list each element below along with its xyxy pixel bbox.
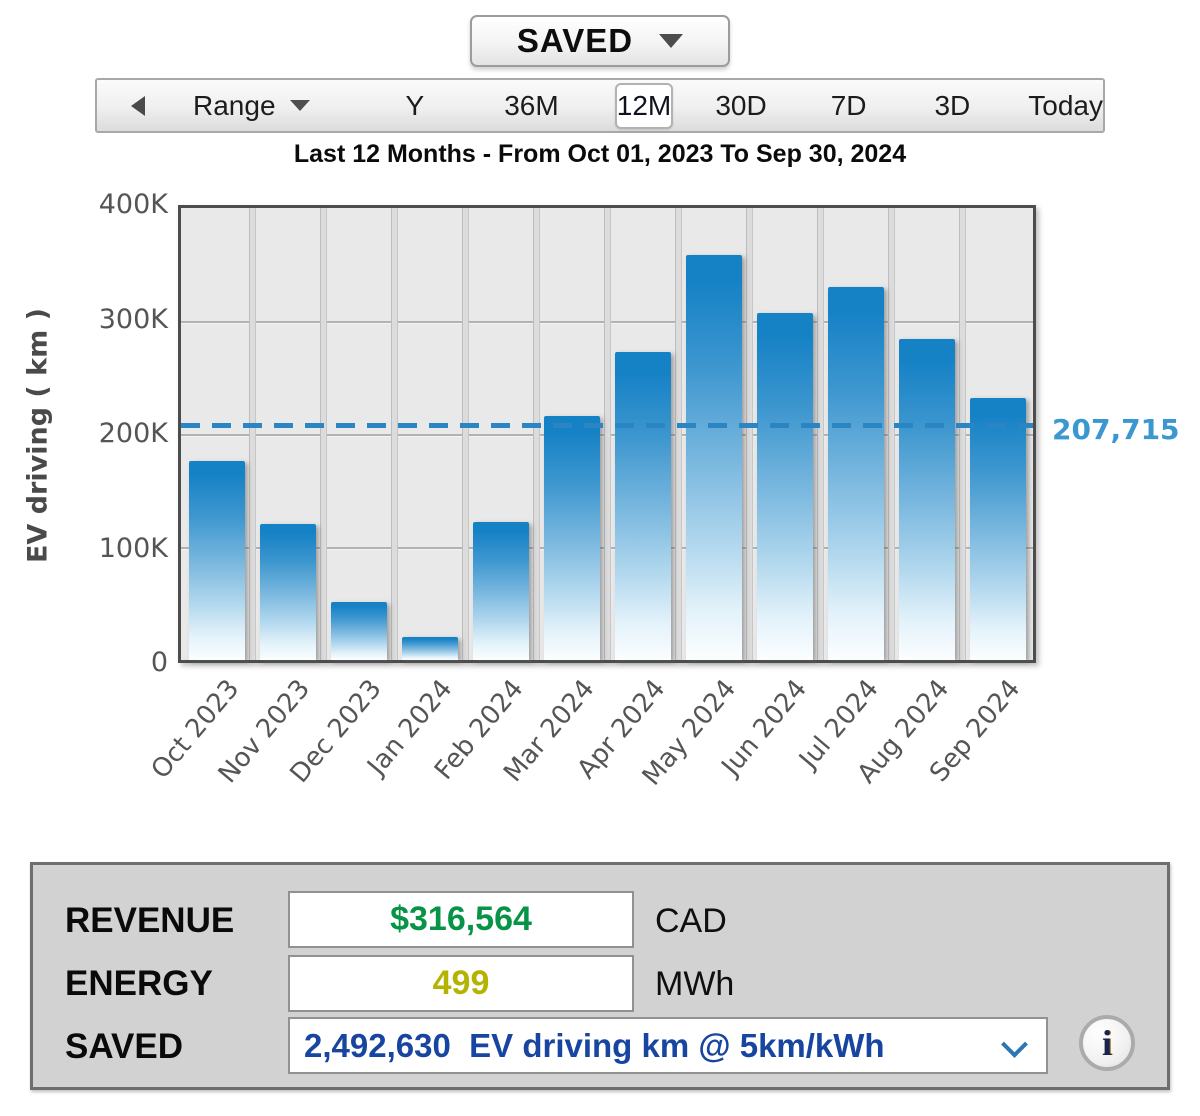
y-tick-label: 100K bbox=[98, 532, 168, 564]
caret-down-icon bbox=[289, 100, 310, 111]
y-tick-label: 200K bbox=[98, 417, 168, 449]
bar-aug-2024 bbox=[898, 339, 955, 660]
chevron-down-icon bbox=[1001, 1031, 1028, 1058]
column-separator bbox=[461, 208, 469, 660]
bar-apr-2024 bbox=[614, 351, 671, 660]
x-axis-labels: Oct 2023 Nov 2023 Dec 2023 Jan 2024 Feb 2024… bbox=[146, 670, 1036, 840]
bar-may-2024 bbox=[685, 255, 742, 660]
y-axis-ticks: 400K 300K 200K 100K 0 bbox=[58, 189, 168, 678]
range-menu-label: Range bbox=[193, 89, 276, 121]
toolbar-item-30d[interactable]: 30D bbox=[715, 89, 767, 121]
bar-nov-2023 bbox=[259, 524, 316, 660]
column-separator bbox=[674, 208, 682, 660]
revenue-value: $316,564 bbox=[390, 900, 532, 938]
saved-conversion-dropdown[interactable]: 2,492,630 EV driving km @ 5km/kWh bbox=[288, 1017, 1048, 1074]
saved-view-label: SAVED bbox=[516, 22, 634, 59]
column-separator bbox=[745, 208, 753, 660]
saved-conversion-value: 2,492,630 EV driving km @ 5km/kWh bbox=[304, 1026, 885, 1064]
column-separator bbox=[816, 208, 824, 660]
range-menu[interactable]: Range bbox=[193, 90, 310, 122]
y-axis-title: EV driving ( km ) bbox=[22, 308, 54, 564]
prev-range-arrow-icon[interactable] bbox=[131, 95, 145, 116]
y-tick-label: 300K bbox=[98, 303, 168, 335]
bar-jan-2024 bbox=[401, 637, 458, 660]
y-tick-label: 0 bbox=[150, 646, 168, 678]
energy-value-box: 499 bbox=[288, 955, 634, 1012]
column-separator bbox=[887, 208, 895, 660]
toolbar-item-7d[interactable]: 7D bbox=[830, 89, 867, 121]
energy-value: 499 bbox=[432, 964, 490, 1002]
revenue-unit: CAD bbox=[655, 902, 727, 940]
saved-label: SAVED bbox=[65, 1027, 183, 1066]
bar-sep-2024 bbox=[969, 397, 1026, 660]
saved-view-dropdown[interactable]: SAVED bbox=[470, 15, 730, 67]
plot-area bbox=[178, 205, 1036, 663]
column-separator bbox=[958, 208, 966, 660]
average-line-label: 207,715 bbox=[1052, 413, 1180, 446]
chart-subtitle: Last 12 Months - From Oct 01, 2023 To Se… bbox=[293, 140, 907, 168]
revenue-label: REVENUE bbox=[65, 901, 235, 940]
column-separator bbox=[532, 208, 540, 660]
range-toolbar: Range Y 36M 12M 30D 7D 3D Today bbox=[95, 78, 1105, 133]
toolbar-item-today[interactable]: Today bbox=[1028, 89, 1103, 121]
energy-label: ENERGY bbox=[65, 964, 213, 1003]
bar-mar-2024 bbox=[543, 415, 600, 660]
bar-jun-2024 bbox=[756, 313, 813, 660]
toolbar-item-3d[interactable]: 3D bbox=[934, 89, 971, 121]
toolbar-item-36m[interactable]: 36M bbox=[504, 89, 559, 121]
energy-unit: MWh bbox=[655, 965, 735, 1003]
average-line bbox=[181, 423, 1033, 429]
toolbar-item-12m-selected[interactable]: 12M bbox=[614, 82, 674, 129]
column-separator bbox=[319, 208, 327, 660]
caret-down-icon bbox=[659, 34, 684, 48]
revenue-value-box: $316,564 bbox=[288, 891, 634, 948]
bar-dec-2023 bbox=[330, 602, 387, 660]
bar-jul-2024 bbox=[827, 287, 884, 660]
summary-panel: REVENUE $316,564 CAD ENERGY 499 MWh SAVE… bbox=[30, 862, 1170, 1090]
column-separator bbox=[248, 208, 256, 660]
toolbar-item-y[interactable]: Y bbox=[405, 89, 425, 121]
info-icon: i bbox=[1101, 1023, 1112, 1063]
column-separator bbox=[603, 208, 611, 660]
bar-feb-2024 bbox=[472, 522, 529, 660]
y-tick-label: 400K bbox=[98, 188, 168, 220]
column-separator bbox=[390, 208, 398, 660]
bar-oct-2023 bbox=[188, 461, 245, 660]
info-button[interactable]: i bbox=[1079, 1015, 1135, 1071]
